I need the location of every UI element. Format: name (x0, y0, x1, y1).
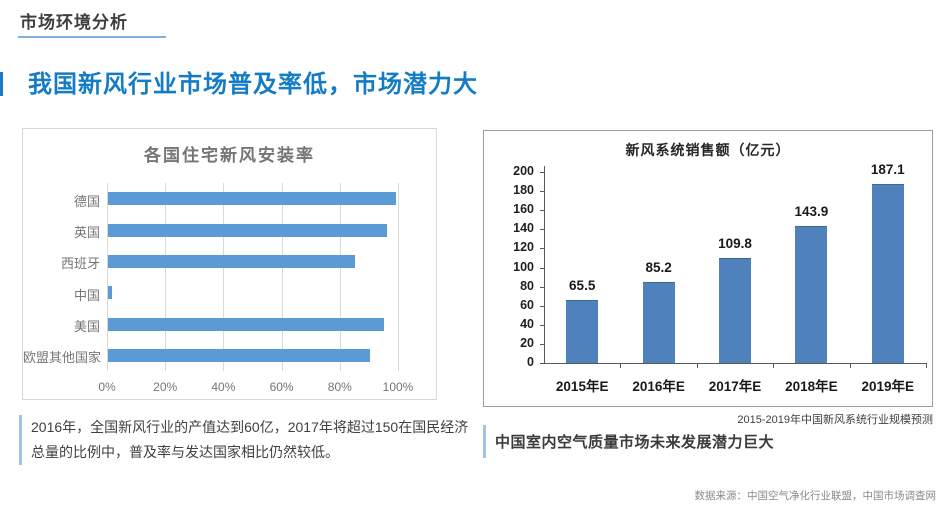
sales-forecast-chart-panel: 新风系统销售额（亿元） 0 20 40 60 80 100 120 140 160 180 200 6… (483, 130, 933, 407)
y-axis-tick (540, 286, 544, 288)
right-chart-caption: 2015-2019年中国新风系统行业规模预测 (737, 414, 933, 426)
section-header: 市场环境分析 (20, 13, 128, 32)
category-label: 2017年E (708, 379, 762, 394)
left-chart-title: 各国住宅新风安装率 (144, 146, 315, 165)
data-bar (108, 317, 385, 331)
y-axis-tick-label: 180 (513, 183, 534, 198)
left-note-text: 2016年，全国新风行业的产值达到60亿，2017年将超过150在国民经济总量的… (19, 415, 471, 466)
category-label: 英国 (73, 225, 100, 240)
x-axis-tick (849, 363, 851, 368)
data-label: 109.8 (718, 236, 752, 252)
data-label: 187.1 (870, 162, 905, 178)
gridline (339, 183, 341, 371)
right-note-text: 中国室内空气质量市场未来发展潜力巨大 (483, 425, 903, 458)
right-plot-area: 0 20 40 60 80 100 120 140 160 180 200 65.5 2015年E 85.… (484, 131, 932, 406)
y-axis-tick (540, 305, 544, 307)
y-axis-tick-label: 160 (513, 202, 534, 217)
category-label: 中国 (73, 287, 100, 303)
right-chart-title: 新风系统销售额（亿元） (625, 142, 791, 158)
x-axis-tick-label: 40% (211, 380, 236, 394)
category-label: 德国 (73, 193, 100, 209)
y-axis-tick (540, 172, 544, 173)
y-axis-tick-label: 200 (513, 164, 534, 178)
category-label: 2016年E (632, 379, 685, 394)
gridline (398, 183, 399, 371)
data-bar (108, 192, 397, 206)
y-axis-tick (540, 267, 544, 269)
installation-rate-chart-panel: 各国住宅新风安装率 0% 20% 40% 60% 80% 100% 德国英国西班牙中国美国欧… (22, 128, 437, 400)
x-axis-tick-label: 0% (98, 380, 116, 394)
y-axis-tick-label: 40 (520, 316, 534, 331)
header-underline (18, 36, 166, 38)
data-bar (642, 281, 675, 363)
category-label: 2019年E (861, 379, 915, 394)
x-axis-tick-label: 60% (269, 380, 294, 394)
data-bar (566, 300, 599, 363)
data-source-note: 数据来源：中国空气净化行业联盟，中国市场调查网 (694, 490, 937, 502)
data-bar (108, 348, 370, 362)
data-bar (871, 184, 904, 363)
y-axis-tick (540, 324, 544, 326)
category-label: 美国 (73, 319, 100, 334)
gridline (165, 183, 167, 371)
gridline (223, 183, 225, 371)
y-axis-tick-label: 120 (513, 240, 534, 255)
x-axis-tick (696, 363, 698, 368)
x-axis-tick (773, 363, 775, 368)
data-bar (108, 223, 388, 237)
y-axis-tick-label: 20 (520, 335, 534, 350)
data-bar (108, 254, 356, 268)
y-axis-tick (540, 229, 544, 231)
y-axis-tick (540, 363, 544, 364)
y-axis-tick (540, 210, 544, 212)
x-axis-tick (926, 363, 927, 368)
x-axis-tick-label: 100% (382, 380, 414, 394)
data-bar (795, 225, 828, 363)
data-label: 65.5 (569, 278, 596, 294)
x-axis-line (544, 363, 927, 364)
y-axis-line (544, 166, 545, 364)
category-label: 2015年E (555, 379, 609, 394)
category-label: 西班牙 (60, 256, 100, 272)
y-axis-tick (540, 248, 544, 250)
category-label: 2018年E (785, 379, 838, 394)
gridline (107, 183, 108, 371)
slide-title: 我国新风行业市场普及率低，市场潜力大 (28, 71, 478, 98)
data-bar (719, 258, 751, 363)
y-axis-tick-label: 0 (527, 355, 534, 369)
category-label: 欧盟其他国家 (23, 350, 102, 366)
y-axis-tick-label: 60 (520, 297, 534, 312)
data-label: 143.9 (794, 203, 829, 219)
y-axis-tick (540, 343, 544, 345)
y-axis-tick-label: 140 (513, 221, 534, 236)
x-axis-tick-label: 20% (153, 380, 178, 394)
left-edge-accent (0, 72, 3, 96)
data-label: 85.2 (645, 259, 672, 275)
y-axis-tick (540, 191, 544, 193)
y-axis-tick-label: 100 (513, 259, 534, 274)
left-plot-area: 0% 20% 40% 60% 80% 100% 德国英国西班牙中国美国欧盟其他国家 (23, 129, 436, 399)
data-bar (108, 286, 113, 300)
gridline (281, 183, 283, 371)
y-axis-tick-label: 80 (520, 278, 534, 293)
x-axis-tick (620, 363, 622, 368)
x-axis-tick-label: 80% (327, 380, 352, 394)
